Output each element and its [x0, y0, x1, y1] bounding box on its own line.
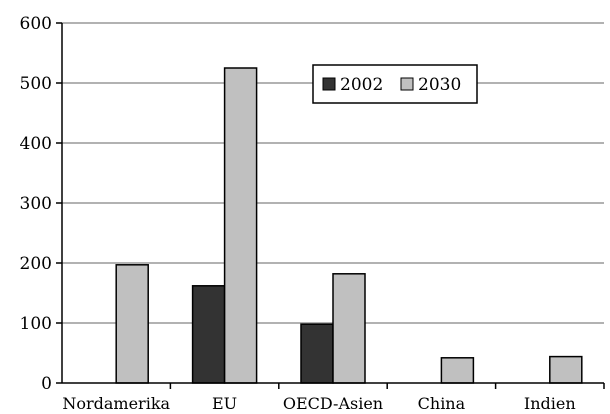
bar-2030-eu	[223, 67, 258, 384]
x-category-label: China	[418, 394, 466, 413]
bar-2002-eu	[191, 285, 226, 384]
x-category-label: OECD-Asien	[283, 394, 383, 413]
y-tick-label: 400	[20, 134, 52, 154]
y-tick-label: 100	[20, 314, 52, 334]
y-tick-label: 600	[20, 14, 52, 34]
y-tick-label: 0	[41, 374, 52, 394]
x-category-label: Nordamerika	[62, 394, 170, 413]
y-tick-label: 200	[20, 254, 52, 274]
x-category-label: EU	[212, 394, 237, 413]
legend-label: 2002	[340, 75, 383, 95]
legend: 2002 2030	[312, 64, 478, 104]
bar-2030-china	[440, 357, 475, 384]
x-category-labels: Nordamerika EU OECD-Asien China Indien	[62, 394, 575, 413]
y-tick-label: 500	[20, 74, 52, 94]
y-tick-labels: 0 100 200 300 400 500 600	[20, 14, 52, 394]
legend-box	[312, 64, 478, 104]
bar-2030-indien	[549, 355, 583, 384]
legend-swatch-2030	[400, 77, 414, 91]
x-category-label: Indien	[524, 394, 576, 413]
legend-swatch-2002	[322, 77, 336, 91]
legend-label: 2030	[418, 75, 461, 95]
bars	[115, 67, 583, 384]
bar-2030-oecd-asien	[332, 273, 366, 384]
bar-2030-nordamerika	[115, 264, 149, 384]
bar-2002-oecd-asien	[300, 323, 334, 384]
axes	[56, 22, 605, 389]
y-tick-label: 300	[20, 194, 52, 214]
